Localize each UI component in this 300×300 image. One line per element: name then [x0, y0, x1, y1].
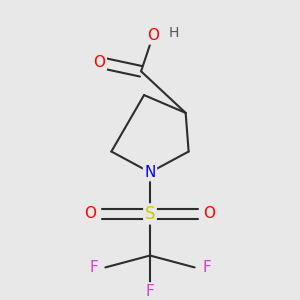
- Text: F: F: [202, 260, 211, 275]
- Text: F: F: [89, 260, 98, 275]
- Text: O: O: [94, 55, 106, 70]
- Text: S: S: [145, 205, 155, 223]
- Text: O: O: [147, 28, 159, 43]
- Text: N: N: [144, 165, 156, 180]
- Text: F: F: [146, 284, 154, 299]
- Text: H: H: [169, 26, 179, 40]
- Text: O: O: [203, 206, 215, 221]
- Text: O: O: [85, 206, 97, 221]
